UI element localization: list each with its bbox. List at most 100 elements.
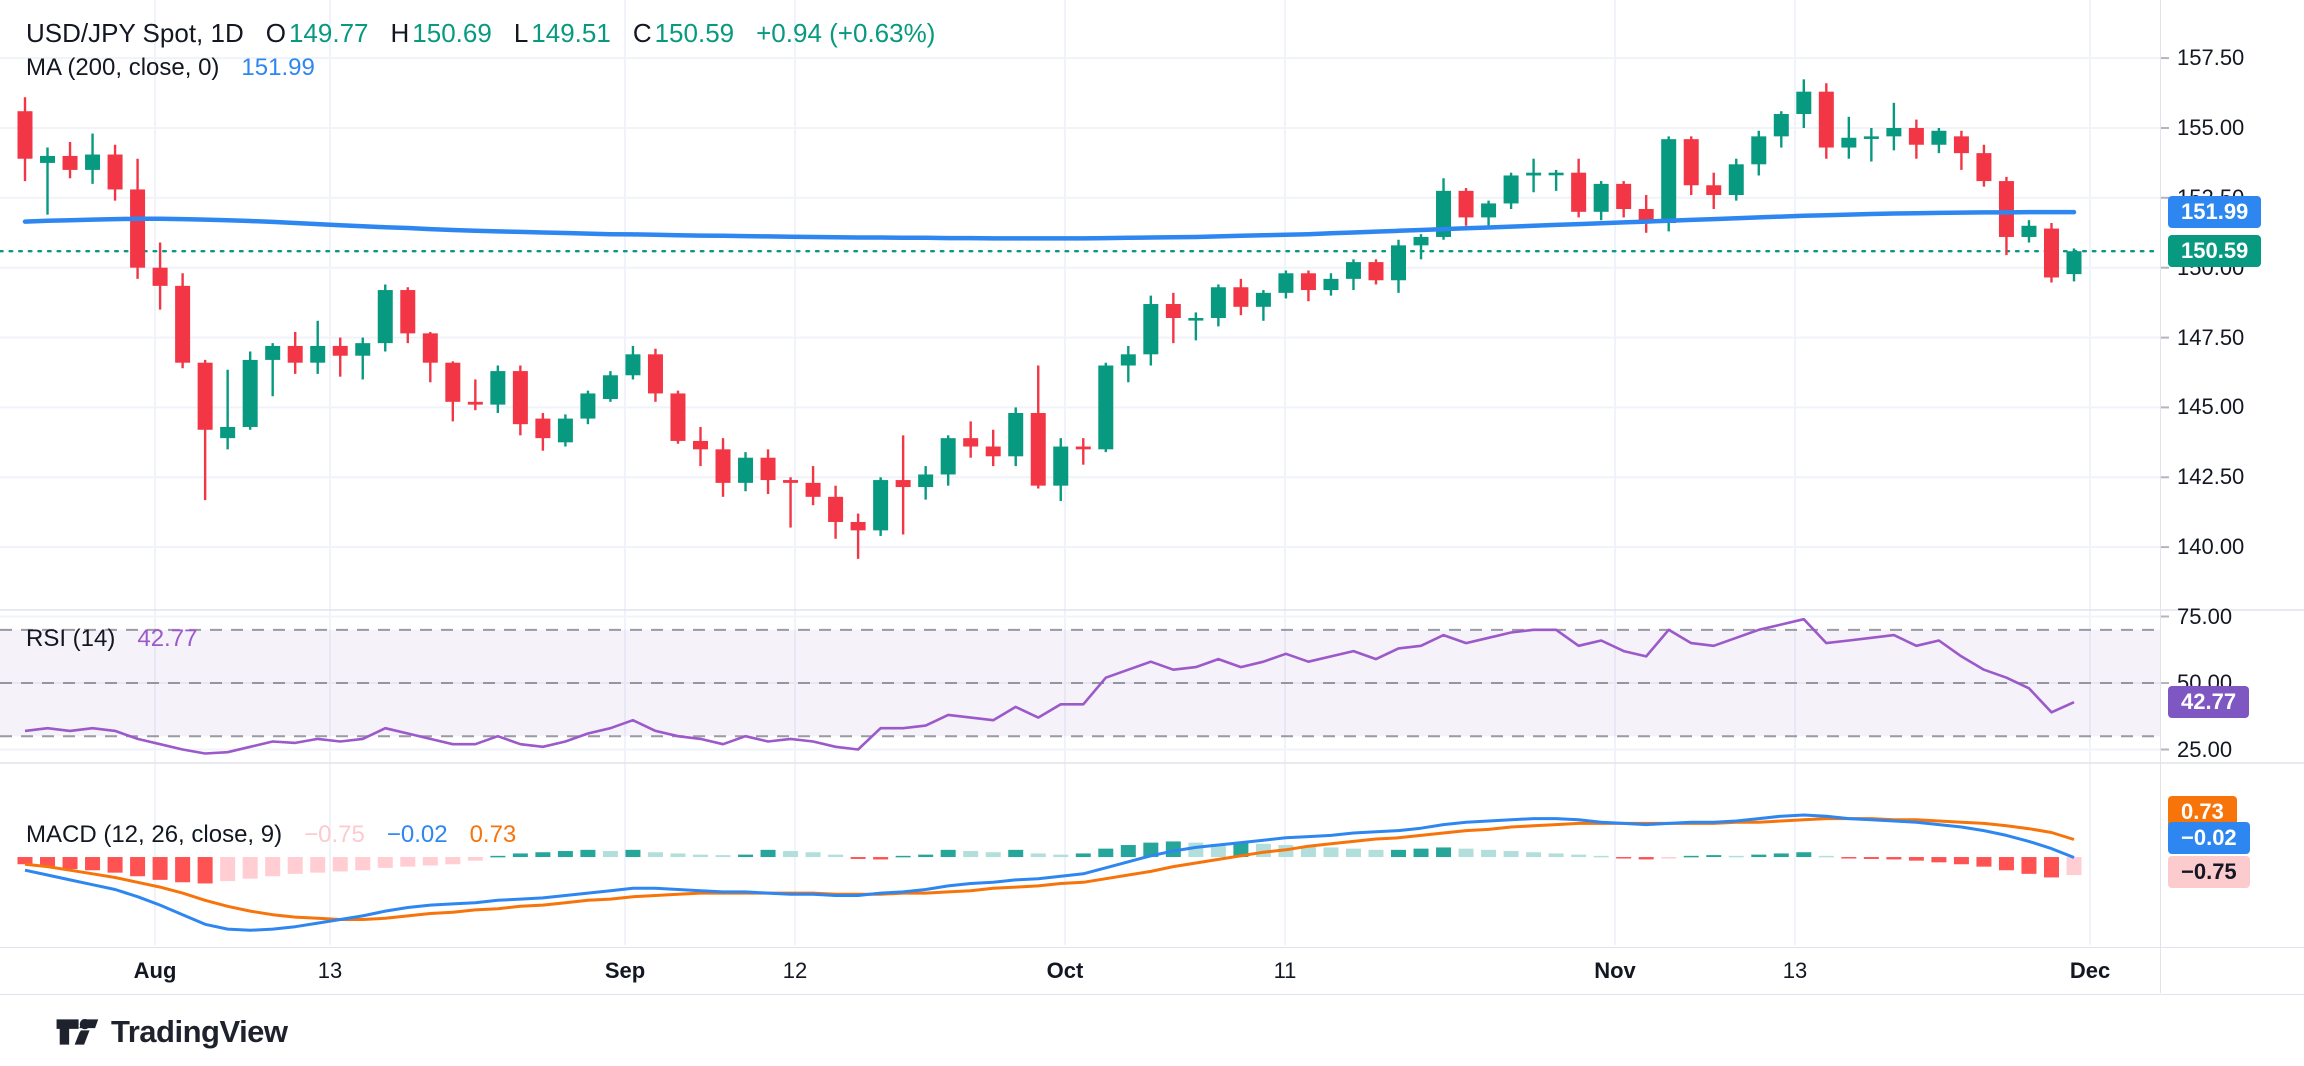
macd-hist-bar [1098, 848, 1114, 858]
macd-hist-bar [692, 854, 708, 858]
macd-hist-bar [1300, 846, 1316, 858]
candle-body [400, 290, 416, 334]
macd-legend-row[interactable]: MACD (12, 26, close, 9) −0.75 −0.02 0.73 [26, 821, 516, 849]
macd-hist-bar [1863, 857, 1879, 859]
candle-body [377, 290, 393, 344]
candle-body [490, 371, 506, 405]
rsi-legend-row[interactable]: RSI (14) 42.77 [26, 625, 197, 653]
candle-body [287, 345, 303, 363]
macd-hist-badge: −0.75 [2168, 856, 2250, 888]
candle-body [985, 446, 1001, 457]
macd-hist-bar [1503, 851, 1519, 858]
macd-hist-bar [1548, 853, 1564, 858]
candle-body [1143, 304, 1159, 355]
candle-body [1548, 172, 1564, 176]
macd-hist-bar [1458, 848, 1474, 858]
candle-body [783, 480, 799, 483]
candle-body [1503, 175, 1519, 204]
price-tick-label: 155.00 [2177, 115, 2245, 140]
candle-body [1278, 273, 1294, 293]
candle-body [1300, 273, 1316, 291]
candle-body [1863, 136, 1879, 139]
candle-body [670, 393, 686, 441]
macd-line-value: −0.02 [386, 821, 448, 848]
macd-hist-bar [175, 857, 191, 883]
time-axis-label: Aug [133, 958, 177, 983]
candle-body [1998, 181, 2014, 237]
ohlc-low: L 149.51 [513, 18, 611, 48]
price-axis[interactable]: 157.50155.00152.50150.00147.50145.00142.… [2160, 0, 2304, 993]
macd-hist-bar [940, 849, 956, 858]
candle-body [1120, 354, 1136, 366]
macd-hist-bar [557, 851, 573, 858]
macd-hist-bar [1526, 852, 1542, 858]
macd-hist-bar [850, 857, 866, 859]
candle-body [1458, 190, 1474, 218]
price-tick-label: 147.50 [2177, 325, 2245, 350]
macd-hist-bar [647, 852, 663, 858]
candle-body [1188, 317, 1204, 321]
macd-hist-bar [220, 857, 236, 882]
candle-body [873, 480, 889, 531]
candle-body [1931, 130, 1947, 145]
candle-body [355, 343, 371, 356]
candle-body [2043, 228, 2059, 278]
time-axis-label: Nov [1594, 958, 1636, 983]
macd-hist-bar [1683, 855, 1699, 858]
macd-hist-bar [152, 857, 168, 880]
candle-body [1953, 136, 1969, 154]
candle-body [62, 155, 78, 170]
macd-signal-value: 0.73 [469, 821, 517, 848]
candle-body [1706, 185, 1722, 196]
candle-body [467, 401, 483, 405]
ma200-line [22, 209, 2077, 241]
macd-hist-bar [2066, 857, 2082, 876]
macd-hist-bar [265, 857, 281, 877]
candle-body [895, 480, 911, 488]
candle-body [1976, 153, 1992, 182]
time-axis-label: 11 [1273, 958, 1297, 983]
symbol-legend-row[interactable]: USD/JPY Spot, 1D O 149.77 H 150.69 L 149… [26, 18, 935, 49]
candle-body [828, 496, 844, 522]
candle-body [220, 426, 236, 439]
macd-main-line [24, 813, 2075, 932]
candle-body [1661, 139, 1677, 223]
time-axis-label: Dec [2069, 958, 2111, 983]
macd-label: MACD (12, 26, close, 9) [26, 821, 283, 848]
macd-hist-bar [310, 857, 326, 873]
macd-hist-bar [670, 853, 686, 858]
macd-hist-bar [783, 851, 799, 858]
candle-body [17, 111, 33, 159]
price-tick-label: 142.50 [2177, 464, 2245, 489]
candle-body [715, 449, 731, 483]
candle-body [1908, 127, 1924, 145]
candle-body [445, 362, 461, 402]
candle-body [1571, 172, 1587, 212]
macd-hist-bar [467, 857, 483, 861]
ma-legend-row[interactable]: MA (200, close, 0) 151.99 [26, 54, 315, 82]
candle-body [85, 154, 101, 170]
time-axis-label: Sep [604, 958, 646, 983]
time-axis[interactable]: Aug 13 Sep 12 Oct 11 Nov 13 Dec [0, 947, 2304, 995]
candle-body [242, 359, 258, 427]
candle-body [175, 285, 191, 363]
macd-hist-bar [1436, 847, 1452, 858]
tradingview-logo[interactable]: TradingView [55, 1010, 288, 1054]
tradingview-logo-icon [56, 1019, 99, 1045]
macd-hist-bar [535, 852, 551, 858]
ma-price-badge: 151.99 [2168, 196, 2262, 228]
macd-hist-bar [2021, 857, 2037, 874]
candle-body [512, 371, 528, 425]
macd-hist-bar [1638, 857, 1654, 860]
macd-hist-bar [1053, 854, 1069, 858]
chart-canvas[interactable] [0, 0, 2304, 947]
candle-body [1751, 136, 1767, 165]
candle-body [1255, 292, 1271, 307]
candle-body [1368, 262, 1384, 281]
macd-hist-bar [1233, 842, 1249, 858]
macd-hist-bar [738, 854, 754, 858]
candle-body [1008, 413, 1024, 457]
macd-hist-bar [1908, 857, 1924, 861]
candle-body [310, 345, 326, 363]
macd-hist-bar [40, 857, 56, 867]
